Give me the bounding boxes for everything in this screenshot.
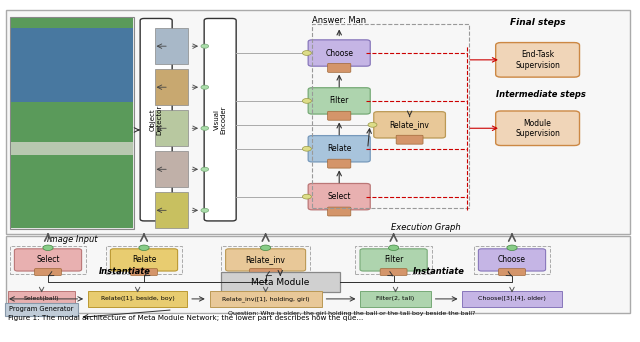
Circle shape: [43, 245, 53, 250]
FancyBboxPatch shape: [374, 112, 445, 138]
FancyBboxPatch shape: [131, 269, 157, 276]
FancyBboxPatch shape: [474, 246, 550, 274]
FancyBboxPatch shape: [155, 69, 188, 105]
FancyBboxPatch shape: [308, 183, 370, 210]
Text: Relate: Relate: [327, 144, 351, 153]
FancyBboxPatch shape: [155, 151, 188, 187]
FancyBboxPatch shape: [380, 269, 407, 276]
Text: Meta Module: Meta Module: [251, 278, 310, 287]
FancyBboxPatch shape: [221, 272, 339, 292]
FancyBboxPatch shape: [155, 192, 188, 228]
Text: Intermediate steps: Intermediate steps: [496, 90, 586, 98]
Circle shape: [201, 126, 209, 130]
Text: End-Task
Supervision: End-Task Supervision: [515, 50, 560, 69]
Text: Instantiate: Instantiate: [99, 267, 151, 276]
FancyBboxPatch shape: [328, 159, 351, 168]
FancyBboxPatch shape: [155, 28, 188, 64]
FancyBboxPatch shape: [8, 291, 76, 307]
FancyBboxPatch shape: [495, 111, 580, 146]
Text: Choose: Choose: [498, 255, 526, 264]
Circle shape: [260, 245, 271, 250]
FancyBboxPatch shape: [155, 110, 188, 146]
FancyBboxPatch shape: [328, 64, 351, 73]
Text: Select(ball): Select(ball): [24, 297, 60, 301]
FancyBboxPatch shape: [110, 249, 177, 271]
FancyBboxPatch shape: [355, 246, 432, 274]
FancyBboxPatch shape: [328, 111, 351, 120]
Circle shape: [302, 51, 312, 55]
FancyBboxPatch shape: [6, 10, 630, 234]
Text: Image Input: Image Input: [47, 235, 97, 244]
Text: Program Generator: Program Generator: [10, 306, 74, 312]
Circle shape: [302, 146, 312, 151]
FancyBboxPatch shape: [10, 17, 134, 229]
Circle shape: [201, 167, 209, 171]
FancyBboxPatch shape: [35, 269, 61, 276]
Circle shape: [302, 98, 312, 103]
FancyBboxPatch shape: [14, 249, 82, 271]
Circle shape: [201, 44, 209, 48]
FancyBboxPatch shape: [226, 249, 306, 271]
Circle shape: [201, 208, 209, 212]
Text: Figure 1: The modal architecture of Meta Module Network; the lower part describe: Figure 1: The modal architecture of Meta…: [8, 315, 363, 321]
FancyBboxPatch shape: [11, 18, 133, 228]
Circle shape: [388, 245, 399, 250]
Text: Instantiate: Instantiate: [412, 267, 465, 276]
FancyBboxPatch shape: [328, 207, 351, 216]
FancyBboxPatch shape: [11, 142, 133, 155]
Text: Select: Select: [328, 192, 351, 201]
FancyBboxPatch shape: [250, 269, 282, 276]
FancyBboxPatch shape: [360, 249, 428, 271]
FancyBboxPatch shape: [308, 40, 370, 66]
FancyBboxPatch shape: [11, 28, 133, 102]
FancyBboxPatch shape: [396, 135, 423, 144]
Text: Relate([1], beside, boy): Relate([1], beside, boy): [100, 297, 175, 301]
FancyBboxPatch shape: [479, 249, 545, 271]
FancyBboxPatch shape: [204, 18, 236, 221]
Circle shape: [139, 245, 149, 250]
Circle shape: [302, 194, 312, 199]
FancyBboxPatch shape: [106, 246, 182, 274]
Text: Filter: Filter: [330, 96, 349, 105]
Text: Choose([3],[4], older): Choose([3],[4], older): [478, 297, 546, 301]
Text: Question: Who is older, the girl holding the ball or the tall boy beside the bal: Question: Who is older, the girl holding…: [228, 311, 476, 316]
Text: Module
Supervision: Module Supervision: [515, 119, 560, 138]
Text: Relate: Relate: [132, 255, 156, 264]
Text: Relate_inv: Relate_inv: [390, 120, 429, 129]
FancyBboxPatch shape: [5, 303, 79, 316]
Text: Execution Graph: Execution Graph: [391, 223, 461, 232]
FancyBboxPatch shape: [221, 246, 310, 274]
FancyBboxPatch shape: [210, 291, 321, 307]
FancyBboxPatch shape: [463, 291, 562, 307]
FancyBboxPatch shape: [10, 246, 86, 274]
Text: Final steps: Final steps: [510, 18, 565, 27]
FancyBboxPatch shape: [360, 291, 431, 307]
FancyBboxPatch shape: [308, 136, 370, 162]
Text: Answer: Man: Answer: Man: [312, 16, 366, 25]
Circle shape: [507, 245, 517, 250]
Text: Relate_inv([1], holding, girl): Relate_inv([1], holding, girl): [222, 296, 309, 302]
Text: Visual
Encoder: Visual Encoder: [214, 105, 227, 134]
FancyBboxPatch shape: [495, 43, 580, 77]
Circle shape: [201, 85, 209, 89]
Circle shape: [368, 122, 377, 127]
Text: Relate_inv: Relate_inv: [246, 255, 285, 264]
Text: Filter: Filter: [384, 255, 403, 264]
Text: Object
Detector: Object Detector: [150, 105, 163, 135]
Text: Select: Select: [36, 255, 60, 264]
FancyBboxPatch shape: [140, 18, 172, 221]
FancyBboxPatch shape: [88, 291, 187, 307]
FancyBboxPatch shape: [499, 269, 525, 276]
FancyBboxPatch shape: [6, 236, 630, 313]
FancyBboxPatch shape: [308, 88, 370, 114]
Text: Filter(2, tall): Filter(2, tall): [376, 297, 415, 301]
Text: Choose: Choose: [325, 49, 353, 57]
